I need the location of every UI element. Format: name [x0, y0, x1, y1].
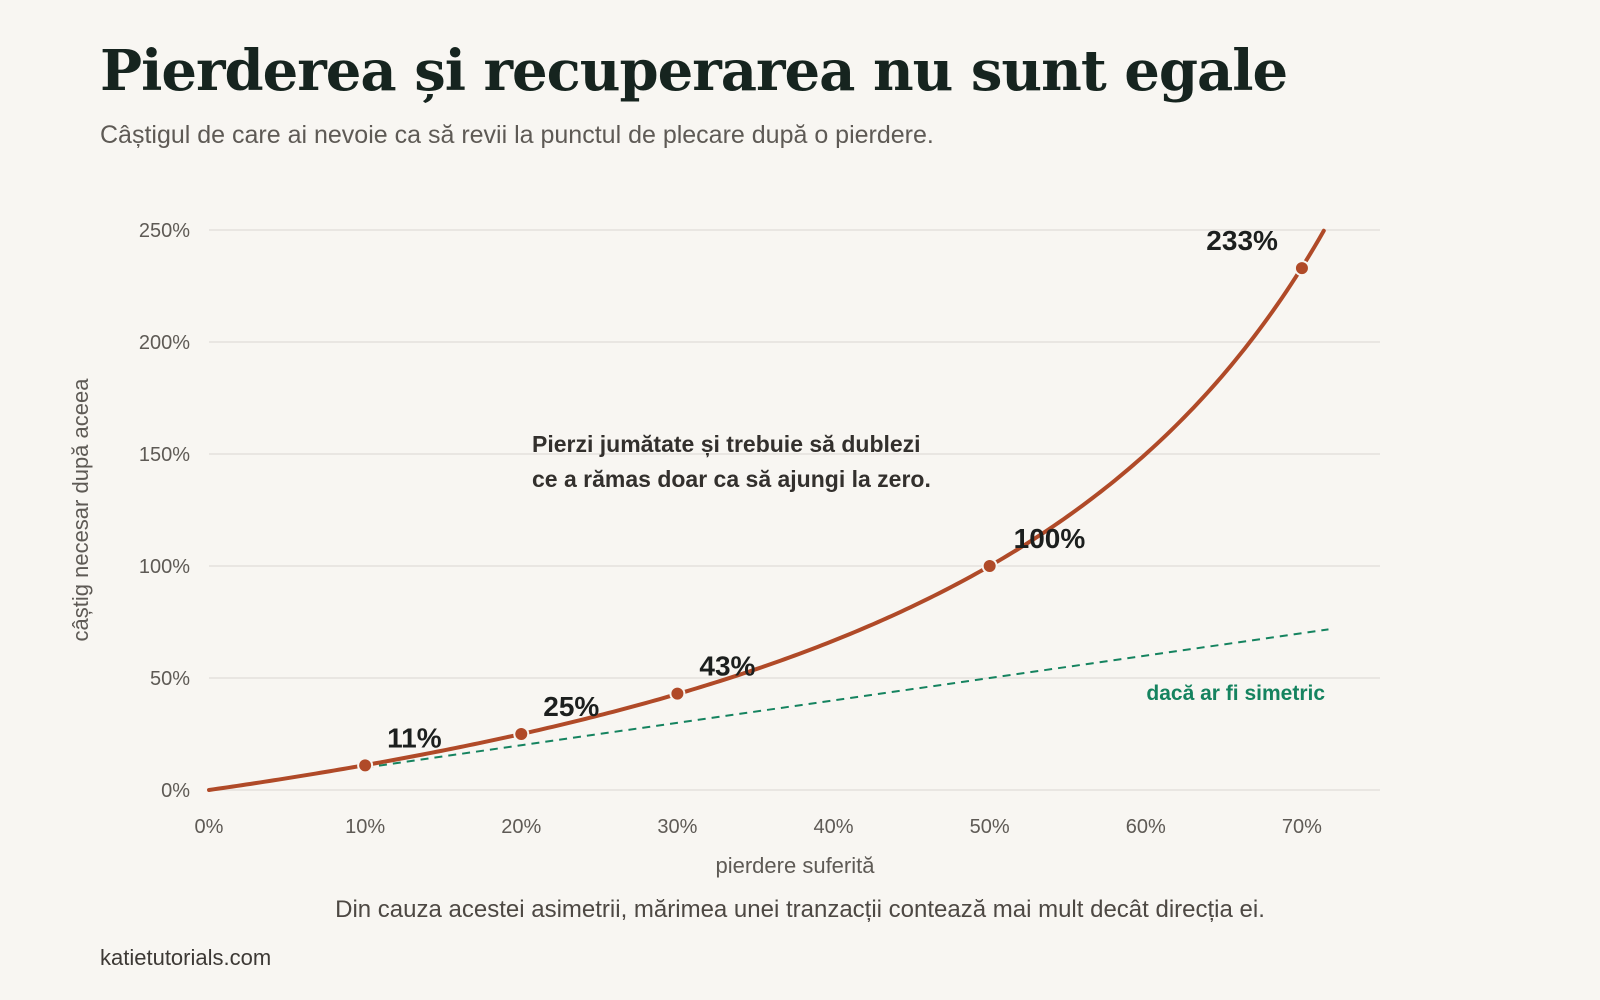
- recovery-curve: [207, 228, 1326, 792]
- x-tick-label: 60%: [1126, 816, 1166, 838]
- y-tick-label: 250%: [139, 220, 190, 242]
- y-axis-ticks: 0% 50% 100% 150% 200% 250%: [139, 220, 190, 802]
- data-point: [357, 757, 374, 774]
- data-point: [669, 685, 686, 702]
- x-axis-ticks: 0% 10% 20% 30% 40% 50% 60% 70%: [195, 816, 1323, 838]
- x-tick-label: 10%: [345, 816, 385, 838]
- y-axis-label: câștig necesar după aceea: [68, 378, 93, 642]
- data-label: 233%: [1206, 225, 1278, 256]
- data-point: [981, 558, 998, 574]
- x-tick-label: 40%: [814, 816, 854, 838]
- data-label: 11%: [387, 722, 442, 753]
- y-tick-label: 0%: [161, 780, 190, 802]
- x-tick-label: 0%: [195, 816, 224, 838]
- gridlines: [209, 229, 1380, 791]
- annotation-line-2: ce a rămas doar ca să ajungi la zero.: [532, 466, 931, 492]
- y-tick-label: 150%: [139, 444, 190, 466]
- data-label: 43%: [699, 651, 755, 682]
- symmetric-legend-label: dacă ar fi simetric: [1146, 682, 1325, 705]
- data-label: 100%: [1014, 523, 1086, 554]
- data-label: 25%: [543, 691, 599, 722]
- x-tick-label: 30%: [657, 816, 697, 838]
- annotation-line-1: Pierzi jumătate și trebuie să dublezi: [532, 431, 921, 458]
- footnote: Din cauza acestei asimetrii, mărimea une…: [335, 896, 1265, 923]
- x-tick-label: 50%: [970, 816, 1010, 838]
- x-axis-label: pierdere suferită: [716, 853, 876, 878]
- x-tick-label: 20%: [501, 816, 541, 838]
- data-point: [1293, 260, 1310, 277]
- chart-title: Pierderea și recuperarea nu sunt egale: [100, 38, 1288, 104]
- data-points: [357, 260, 1310, 774]
- y-tick-label: 100%: [139, 556, 190, 578]
- source-credit: katietutorials.com: [100, 945, 272, 970]
- x-tick-label: 70%: [1282, 816, 1322, 838]
- chart-subtitle: Câștigul de care ai nevoie ca să revii l…: [100, 121, 934, 149]
- y-tick-label: 200%: [139, 332, 190, 354]
- y-tick-label: 50%: [150, 668, 190, 690]
- data-labels: 11% 25% 43% 100% 233%: [387, 225, 1278, 753]
- data-point: [513, 726, 530, 742]
